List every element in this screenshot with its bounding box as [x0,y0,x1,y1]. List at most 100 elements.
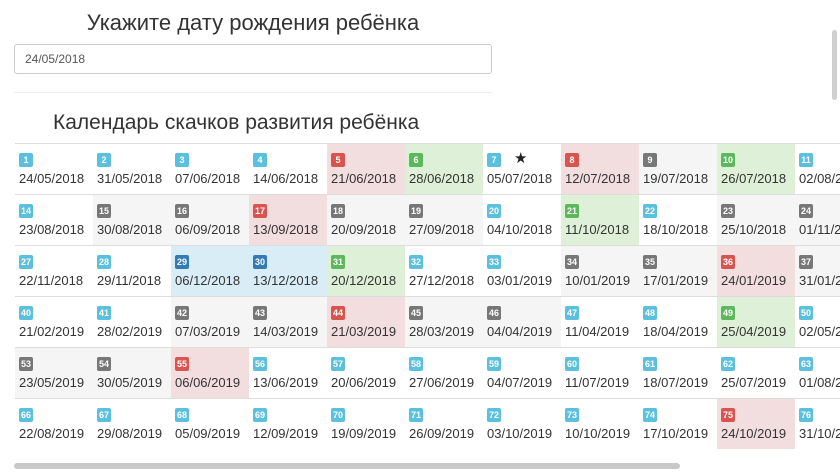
calendar-cell[interactable]: 40 21/02/2019 [15,296,93,347]
calendar-cell[interactable]: 27 22/11/2018 [15,245,93,296]
scrollbar[interactable] [14,463,680,469]
calendar-cell[interactable]: 2 31/05/2018 [93,143,171,194]
calendar-cell[interactable]: 42 07/03/2019 [171,296,249,347]
calendar-cell[interactable]: 30 13/12/2018 [249,245,327,296]
date-input[interactable]: 24/05/2018 [14,44,492,74]
calendar-cell[interactable]: 31 20/12/2018 [327,245,405,296]
calendar-cell[interactable]: 49 25/04/2019 [717,296,795,347]
calendar-cell[interactable]: 11 02/08/2018 [795,143,840,194]
week-date: 06/09/2018 [175,222,241,237]
calendar-cell[interactable]: 18 20/09/2018 [327,194,405,245]
week-date: 13/12/2018 [253,273,319,288]
week-badge: 19 [409,204,424,218]
calendar-cell[interactable]: 59 04/07/2019 [483,347,561,398]
calendar-cell[interactable]: 57 20/06/2019 [327,347,405,398]
calendar-cell[interactable]: 33 03/01/2019 [483,245,561,296]
calendar-cell[interactable]: 69 12/09/2019 [249,398,327,449]
calendar-cell[interactable]: 4 14/06/2018 [249,143,327,194]
calendar-cell[interactable]: 17 13/09/2018 [249,194,327,245]
calendar-cell[interactable]: 47 11/04/2019 [561,296,639,347]
calendar-cell[interactable]: 36 24/01/2019 [717,245,795,296]
calendar-cell[interactable]: 74 17/10/2019 [639,398,717,449]
calendar-cell[interactable]: 28 29/11/2018 [93,245,171,296]
week-badge: 20 [487,204,502,218]
week-badge: 18 [331,204,346,218]
calendar-cell[interactable]: 29 06/12/2018 [171,245,249,296]
calendar-cell[interactable]: 14 23/08/2018 [15,194,93,245]
week-date: 22/08/2019 [19,426,85,441]
calendar-cell[interactable]: 20 04/10/2018 [483,194,561,245]
week-badge: 62 [721,357,736,371]
week-date: 25/07/2019 [721,375,787,390]
week-badge: 4 [253,153,267,167]
calendar-cell[interactable]: 54 30/05/2019 [93,347,171,398]
week-badge: 61 [643,357,658,371]
calendar-cell[interactable]: 1 24/05/2018 [15,143,93,194]
week-date: 20/09/2018 [331,222,397,237]
calendar-cell[interactable]: 73 10/10/2019 [561,398,639,449]
calendar-cell[interactable]: 23 25/10/2018 [717,194,795,245]
week-badge: 36 [721,255,736,269]
calendar-cell[interactable]: 76 31/10/2019 [795,398,840,449]
calendar-cell[interactable]: 46 04/04/2019 [483,296,561,347]
calendar-cell[interactable]: 8 12/07/2018 [561,143,639,194]
week-date: 18/04/2019 [643,324,709,339]
calendar-cell[interactable]: 6 28/06/2018 [405,143,483,194]
calendar-cell[interactable]: 53 23/05/2019 [15,347,93,398]
calendar-cell[interactable]: 68 05/09/2019 [171,398,249,449]
calendar-cell[interactable]: 44 21/03/2019 [327,296,405,347]
calendar-cell[interactable]: 21 11/10/2018 [561,194,639,245]
week-date: 24/10/2019 [721,426,787,441]
calendar-cell[interactable]: 71 26/09/2019 [405,398,483,449]
week-date: 21/03/2019 [331,324,397,339]
week-badge: 53 [19,357,34,371]
calendar-cell[interactable]: 41 28/02/2019 [93,296,171,347]
calendar-cell[interactable]: 67 29/08/2019 [93,398,171,449]
week-date: 28/02/2019 [97,324,163,339]
calendar-cell[interactable]: 22 18/10/2018 [639,194,717,245]
week-date: 22/11/2018 [19,273,84,288]
calendar-cell[interactable]: 16 06/09/2018 [171,194,249,245]
scrollbar[interactable] [832,30,837,100]
calendar-cell[interactable]: 37 31/01/2019 [795,245,840,296]
week-badge: 44 [331,306,346,320]
calendar-cell[interactable]: 66 22/08/2019 [15,398,93,449]
week-badge: 42 [175,306,190,320]
calendar-cell[interactable]: 72 03/10/2019 [483,398,561,449]
calendar-cell[interactable]: 9 19/07/2018 [639,143,717,194]
calendar-cell[interactable]: 70 19/09/2019 [327,398,405,449]
week-badge: 14 [19,204,34,218]
calendar-title: Календарь скачков развития ребёнка [53,111,420,134]
calendar-cell[interactable]: 63 01/08/2019 [795,347,840,398]
week-badge: 35 [643,255,658,269]
calendar-cell[interactable]: 35 17/01/2019 [639,245,717,296]
week-date: 28/03/2019 [409,324,475,339]
week-badge: 66 [19,408,34,422]
calendar-grid: 1 24/05/2018 2 31/05/2018 3 07/06/2018 4 14/06/… [15,143,840,449]
calendar-cell[interactable]: 43 14/03/2019 [249,296,327,347]
calendar-cell[interactable]: 7 05/07/2018 ★ [483,143,561,194]
calendar-cell[interactable]: 62 25/07/2019 [717,347,795,398]
calendar-cell[interactable]: 55 06/06/2019 [171,347,249,398]
week-date: 31/10/2019 [799,426,840,441]
calendar-cell[interactable]: 24 01/11/2018 [795,194,840,245]
calendar-cell[interactable]: 10 26/07/2018 [717,143,795,194]
calendar-cell[interactable]: 3 07/06/2018 [171,143,249,194]
calendar-cell[interactable]: 61 18/07/2019 [639,347,717,398]
calendar-cell[interactable]: 5 21/06/2018 [327,143,405,194]
week-badge: 9 [643,153,657,167]
calendar-cell[interactable]: 45 28/03/2019 [405,296,483,347]
calendar-cell[interactable]: 15 30/08/2018 [93,194,171,245]
week-date: 26/07/2018 [721,171,787,186]
calendar-cell[interactable]: 48 18/04/2019 [639,296,717,347]
calendar-cell[interactable]: 32 27/12/2018 [405,245,483,296]
week-badge: 49 [721,306,736,320]
calendar-cell[interactable]: 50 02/05/2019 [795,296,840,347]
calendar-cell[interactable]: 75 24/10/2019 [717,398,795,449]
calendar-cell[interactable]: 58 27/06/2019 [405,347,483,398]
calendar-cell[interactable]: 60 11/07/2019 [561,347,639,398]
calendar-cell[interactable]: 34 10/01/2019 [561,245,639,296]
week-badge: 32 [409,255,424,269]
calendar-cell[interactable]: 56 13/06/2019 [249,347,327,398]
calendar-cell[interactable]: 19 27/09/2018 [405,194,483,245]
